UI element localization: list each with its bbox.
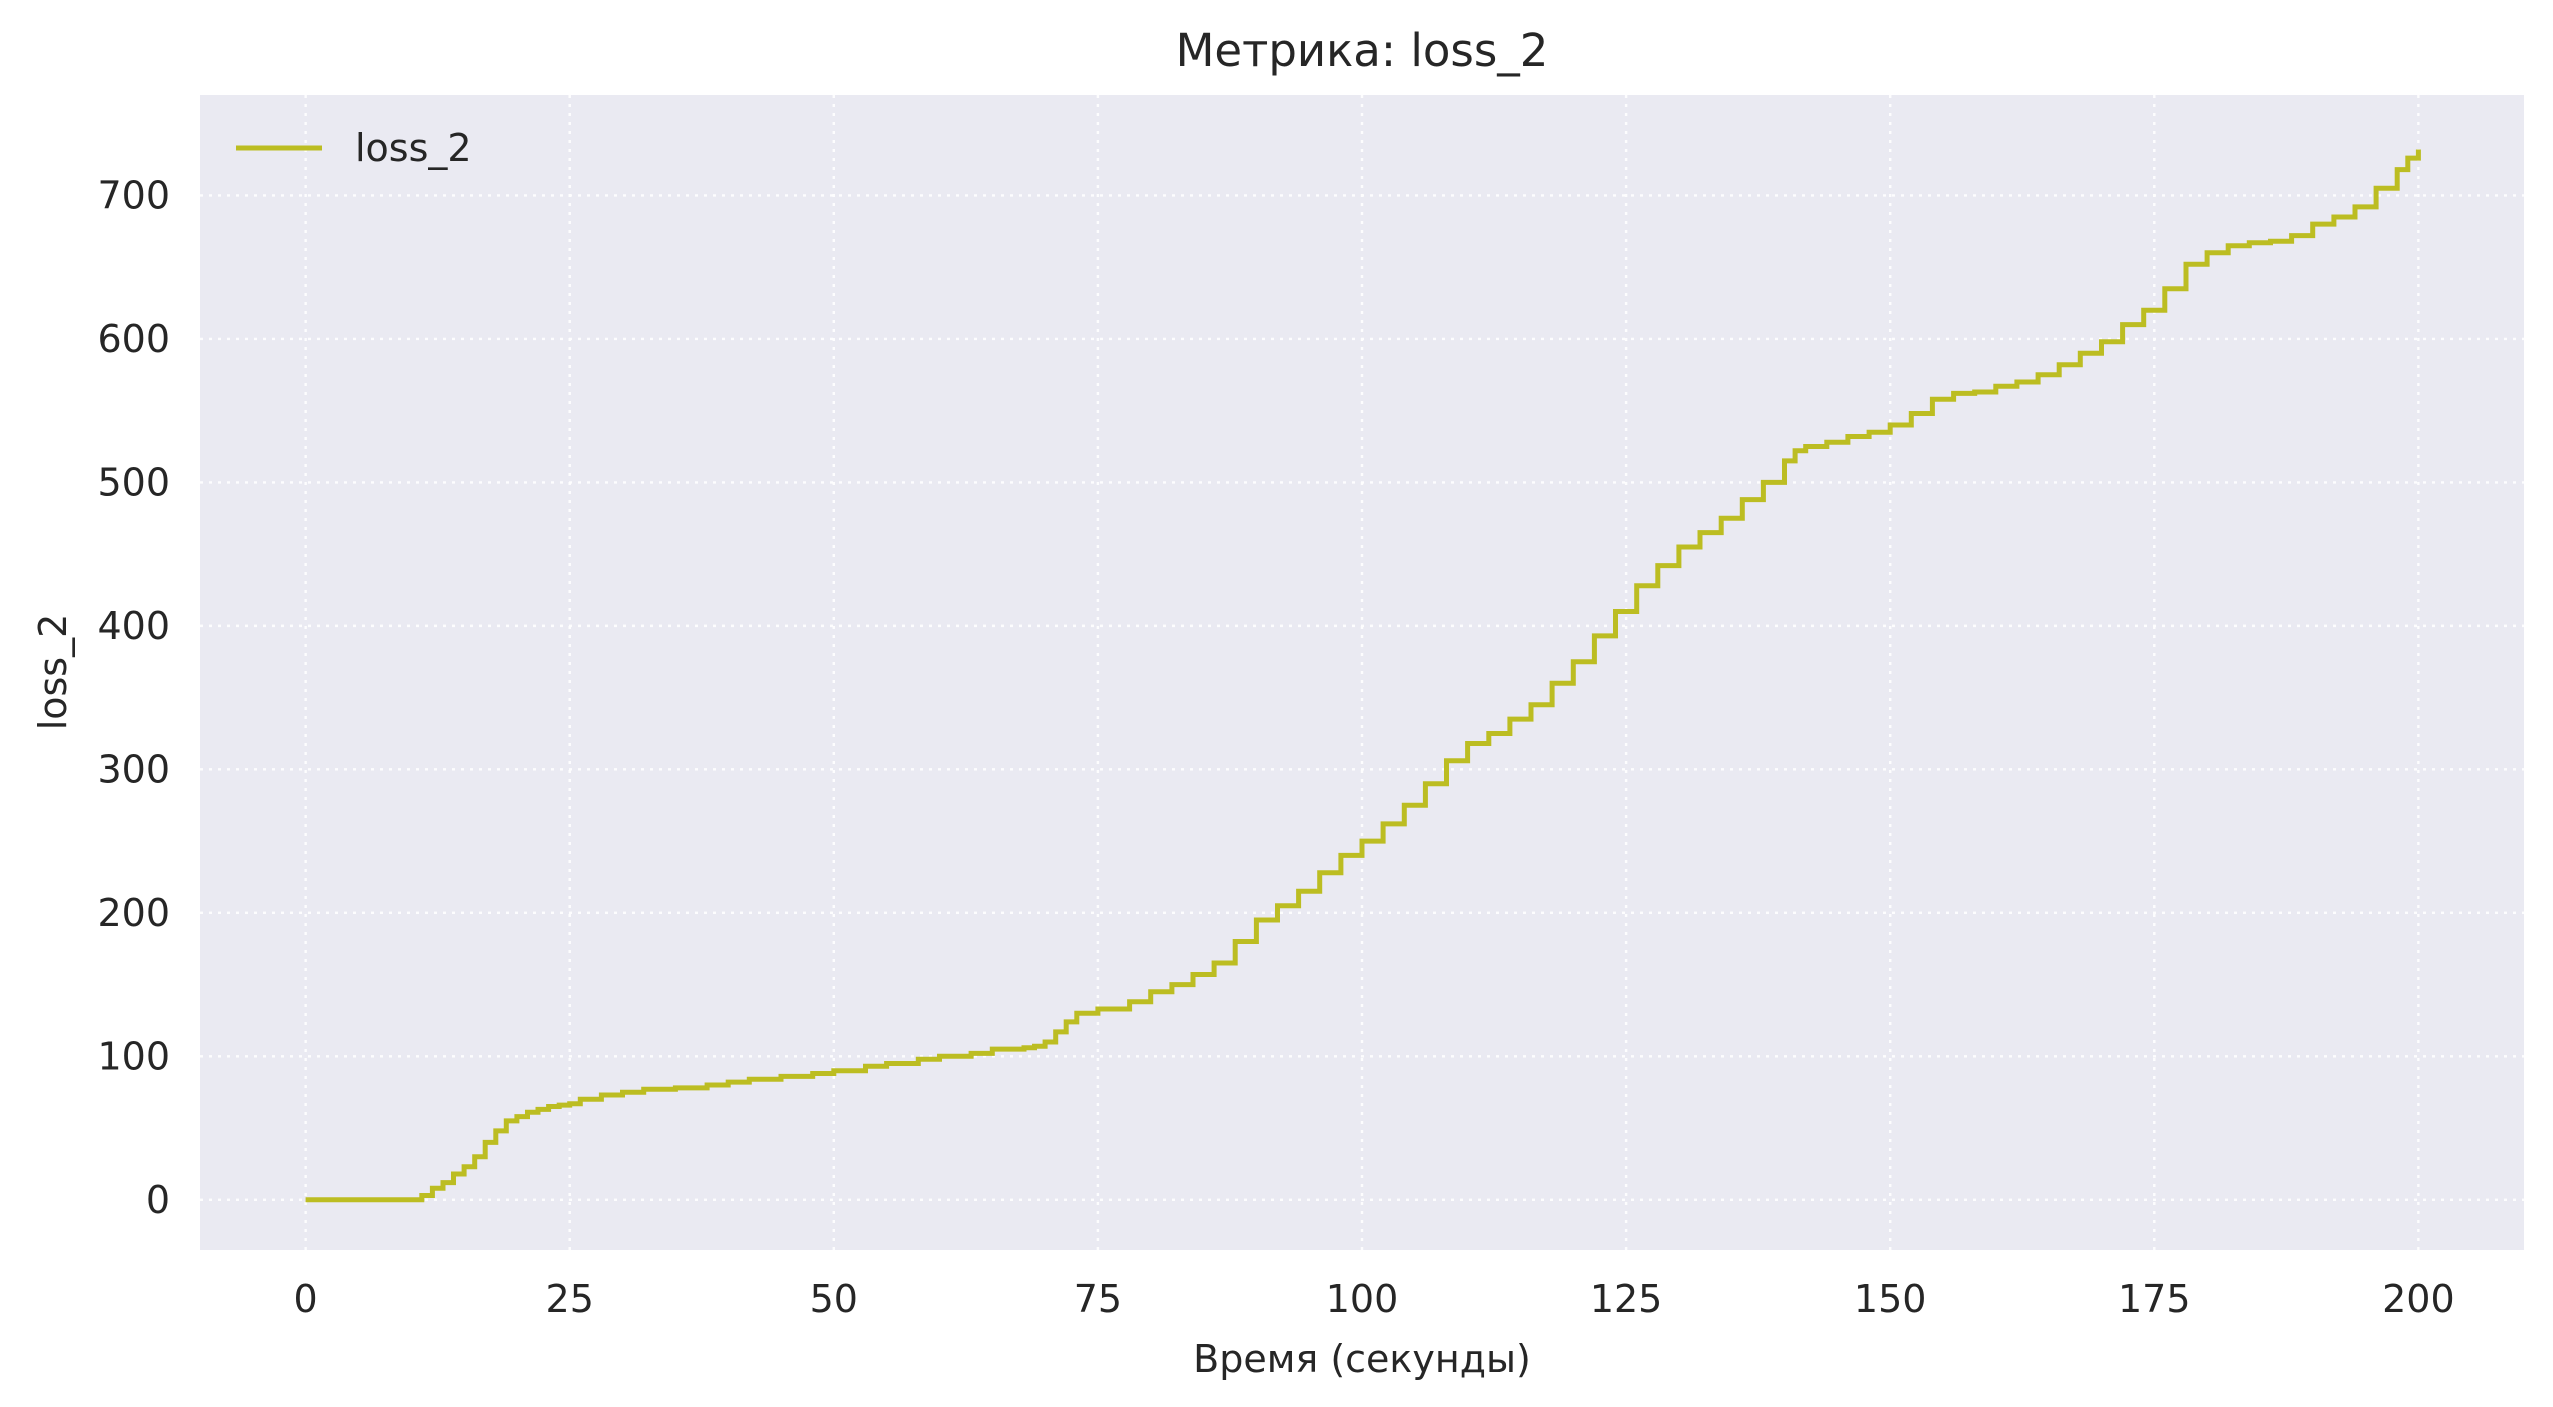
grid-lines bbox=[200, 95, 2524, 1250]
y-tick-label: 300 bbox=[97, 747, 170, 791]
x-tick-label: 0 bbox=[294, 1277, 318, 1321]
y-tick-label: 400 bbox=[97, 604, 170, 648]
x-tick-label: 75 bbox=[1074, 1277, 1122, 1321]
y-tick-label: 700 bbox=[97, 173, 170, 217]
y-tick-label: 500 bbox=[97, 460, 170, 504]
x-tick-label: 100 bbox=[1326, 1277, 1399, 1321]
x-tick-label: 50 bbox=[810, 1277, 858, 1321]
y-tick-label: 200 bbox=[97, 891, 170, 935]
x-tick-label: 150 bbox=[1854, 1277, 1927, 1321]
x-tick-label: 125 bbox=[1590, 1277, 1663, 1321]
series-line-loss-2 bbox=[305, 149, 2421, 1203]
chart-title: Метрика: loss_2 bbox=[1176, 24, 1549, 77]
y-tick-label: 100 bbox=[97, 1034, 170, 1078]
y-tick-label: 600 bbox=[97, 317, 170, 361]
series-layer bbox=[305, 149, 2421, 1203]
x-tick-label: 200 bbox=[2382, 1277, 2455, 1321]
x-axis-label: Время (секунды) bbox=[1193, 1337, 1531, 1381]
x-tick-label: 25 bbox=[546, 1277, 594, 1321]
y-tick-label: 0 bbox=[146, 1178, 170, 1222]
x-tick-label: 175 bbox=[2118, 1277, 2191, 1321]
legend: loss_2 bbox=[236, 126, 472, 170]
y-axis-ticks: 0 100 200 300 400 500 600 700 bbox=[97, 173, 170, 1221]
y-axis-label: loss_2 bbox=[31, 614, 75, 731]
legend-label-loss-2: loss_2 bbox=[355, 126, 472, 170]
x-axis-ticks: 0 25 50 75 100 125 150 175 200 bbox=[294, 1277, 2455, 1321]
